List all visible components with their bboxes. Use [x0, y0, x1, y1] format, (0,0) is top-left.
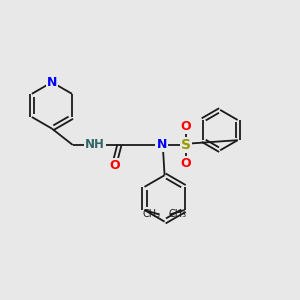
Text: S: S	[181, 138, 191, 152]
Text: O: O	[110, 159, 120, 172]
Text: N: N	[156, 138, 167, 152]
Text: CH₃: CH₃	[142, 209, 160, 220]
Text: CH₃: CH₃	[169, 209, 187, 220]
Text: O: O	[181, 157, 191, 170]
Text: O: O	[181, 120, 191, 133]
Text: NH: NH	[85, 138, 105, 152]
Text: N: N	[47, 76, 57, 89]
